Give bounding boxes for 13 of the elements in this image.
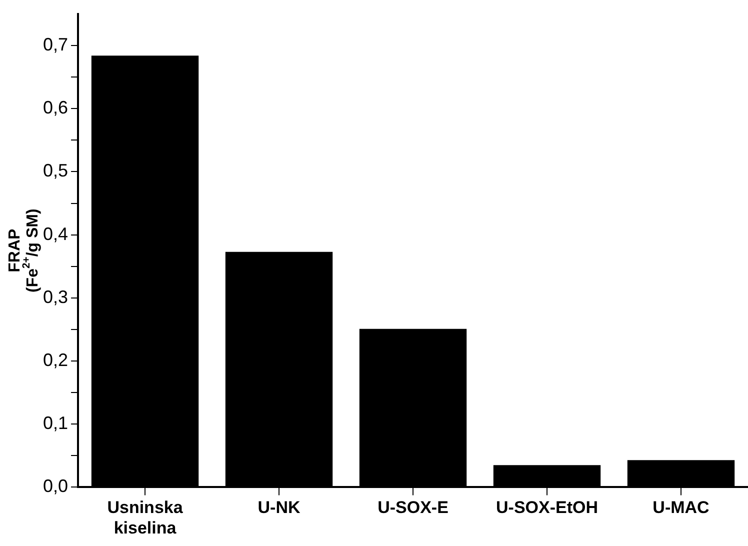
y-tick-label: 0,7 bbox=[42, 34, 68, 55]
x-tick-label: U-SOX-E bbox=[378, 498, 448, 518]
x-tick-label: Usninska kiselina bbox=[107, 498, 184, 538]
x-tick-label: U-SOX-EtOH bbox=[496, 498, 598, 518]
x-tick-label: U-MAC bbox=[652, 498, 710, 518]
y-tick-label: 0,2 bbox=[42, 350, 68, 370]
y-tick-label: 0,5 bbox=[42, 160, 68, 181]
y-tick-label: 0,1 bbox=[42, 413, 68, 434]
y-tick-label: 0,6 bbox=[42, 98, 68, 118]
y-tick-label: 0,3 bbox=[42, 286, 68, 307]
y-tick-label: 0,0 bbox=[42, 476, 68, 496]
x-tick-label: U-NK bbox=[258, 498, 301, 518]
y-tick-label: 0,4 bbox=[42, 224, 68, 244]
